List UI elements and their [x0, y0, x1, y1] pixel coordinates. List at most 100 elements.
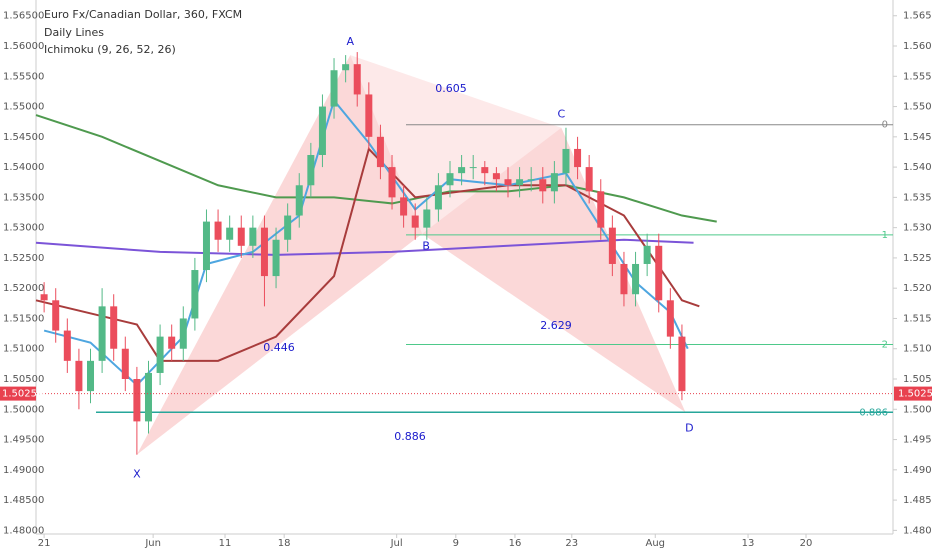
candle-body [110, 306, 118, 349]
x-tick-label: 11 [219, 538, 232, 549]
candle-body [666, 300, 674, 337]
y-tick-label: 1.51000 [3, 344, 44, 355]
candle-body [63, 330, 71, 361]
last-price-box [0, 386, 36, 401]
x-tick-label: Jun [144, 538, 161, 549]
candle-body [446, 173, 454, 186]
candle-body [620, 263, 628, 295]
chart-title: Euro Fx/Canadian Dollar, 360, FXCM [44, 8, 242, 21]
y-tick-label: 1.52000 [3, 283, 44, 294]
pattern-triangle [350, 55, 562, 234]
candle-body [376, 136, 384, 168]
y-tick-label: 1.48500 [903, 495, 932, 506]
level-label: 0 [882, 120, 888, 131]
candle-body [295, 185, 303, 216]
candle-body [458, 167, 466, 174]
candle-body [40, 294, 48, 301]
candle-body [214, 221, 222, 240]
last-price-label: 1.50259 [898, 389, 932, 400]
y-tick-label: 1.49500 [3, 435, 44, 446]
candle-body [191, 270, 199, 319]
candle-body [574, 148, 582, 168]
last-price-label: 1.50259 [2, 389, 43, 400]
y-tick-label: 1.56500 [903, 11, 932, 22]
candle-body [678, 336, 686, 392]
pattern-point-label: C [557, 108, 565, 121]
pattern-point-label: A [347, 35, 355, 48]
y-tick-label: 1.53000 [3, 223, 44, 234]
pattern-point-label: X [133, 468, 141, 481]
candle-body [121, 348, 129, 380]
y-tick-label: 1.55500 [3, 71, 44, 82]
y-tick-label: 1.49000 [3, 465, 44, 476]
candle-body [98, 306, 106, 361]
ratio-label: 2.629 [540, 319, 572, 332]
candle-body [284, 215, 292, 240]
candle-body [539, 179, 547, 192]
level-label: 0.886 [859, 407, 888, 418]
y-tick-label: 1.52500 [3, 253, 44, 264]
subtitle: Ichimoku (9, 26, 52, 26) [44, 43, 176, 56]
candle-body [260, 227, 268, 277]
candle-body [318, 106, 326, 155]
candle-body [75, 360, 83, 392]
candle-body [400, 197, 408, 216]
ratio-label: 0.446 [263, 341, 295, 354]
y-tick-label: 1.54000 [3, 162, 44, 173]
y-tick-label: 1.50500 [903, 374, 932, 385]
plot [35, 52, 893, 455]
subtitle: Daily Lines [44, 26, 104, 39]
y-tick-label: 1.51500 [3, 313, 44, 324]
candle-body [133, 379, 141, 422]
y-tick-label: 1.54500 [903, 132, 932, 143]
y-tick-label: 1.54000 [903, 162, 932, 173]
candle-body [469, 167, 477, 169]
candle-body [156, 336, 164, 373]
x-tick-label: 9 [453, 538, 459, 549]
candle-body [643, 245, 651, 264]
candle-body [388, 167, 396, 198]
x-tick-label: 20 [800, 538, 813, 549]
y-tick-label: 1.52000 [903, 283, 932, 294]
x-tick-label: 21 [38, 538, 51, 549]
candle-body [492, 173, 500, 180]
y-tick-label: 1.54500 [3, 132, 44, 143]
y-tick-label: 1.51500 [903, 313, 932, 324]
y-tick-label: 1.52500 [903, 253, 932, 264]
candle-body [550, 173, 558, 192]
y-tick-label: 1.55000 [903, 102, 932, 113]
candle-body [226, 227, 234, 240]
candle-body [655, 245, 663, 301]
candle-body [168, 336, 176, 349]
candle-body [307, 154, 315, 186]
y-tick-label: 1.48500 [3, 495, 44, 506]
candle-body [330, 70, 338, 107]
y-tick-label: 1.53500 [3, 192, 44, 203]
ratio-label: 0.605 [435, 82, 467, 95]
candle-body [202, 221, 210, 271]
x-tick-label: 16 [509, 538, 522, 549]
candle-body [504, 179, 512, 186]
candle-body [434, 185, 442, 210]
candle-body [527, 179, 535, 181]
x-tick-label: 13 [742, 538, 755, 549]
candle-body [632, 263, 640, 295]
candle-body [179, 318, 187, 349]
candle-body [608, 227, 616, 264]
level-label: 1 [882, 230, 888, 241]
y-tick-label: 1.56500 [3, 11, 44, 22]
y-tick-label: 1.55000 [3, 102, 44, 113]
y-tick-label: 1.49500 [903, 435, 932, 446]
ratio-label: 0.886 [394, 430, 426, 443]
candle-body [342, 64, 350, 71]
level-label: 2 [882, 339, 888, 350]
y-tick-label: 1.53000 [903, 223, 932, 234]
candle-body [272, 239, 280, 277]
y-tick-label: 1.50500 [3, 374, 44, 385]
candle-body [597, 191, 605, 228]
candle-body [516, 179, 524, 186]
candle-body [249, 227, 257, 246]
last-price-box [894, 386, 932, 401]
x-tick-label: 18 [278, 538, 291, 549]
